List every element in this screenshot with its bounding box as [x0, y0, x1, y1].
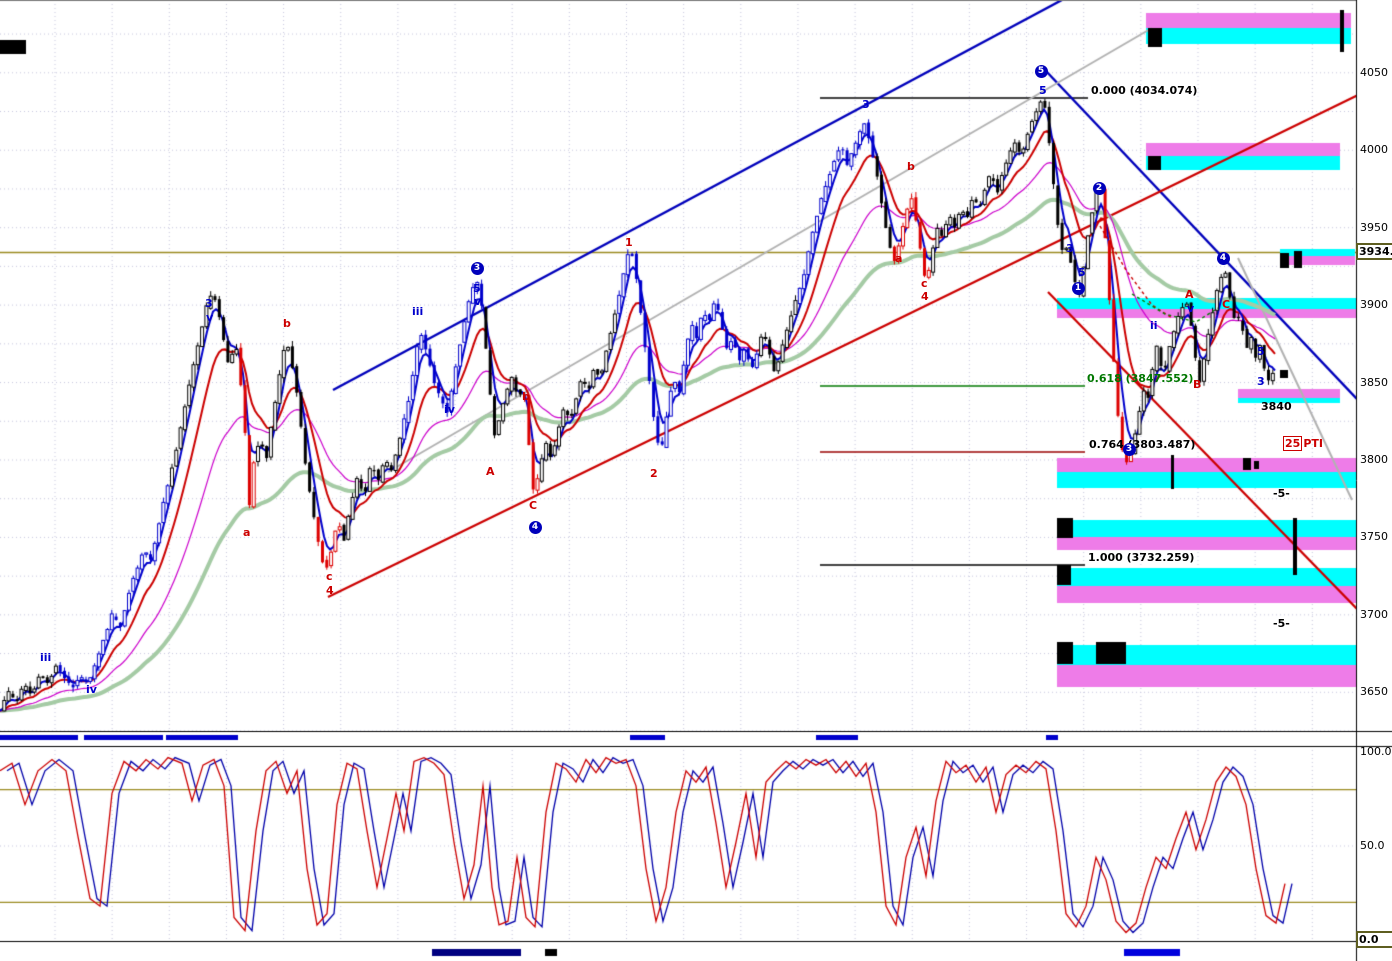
pti-badge: 25 PTI [1283, 436, 1323, 451]
pti-value: 25 [1283, 436, 1303, 451]
stoch-zero-box: 0.0 [1356, 931, 1392, 948]
last-price-box: 3934. [1356, 243, 1392, 260]
pti-label: PTI [1303, 437, 1323, 450]
